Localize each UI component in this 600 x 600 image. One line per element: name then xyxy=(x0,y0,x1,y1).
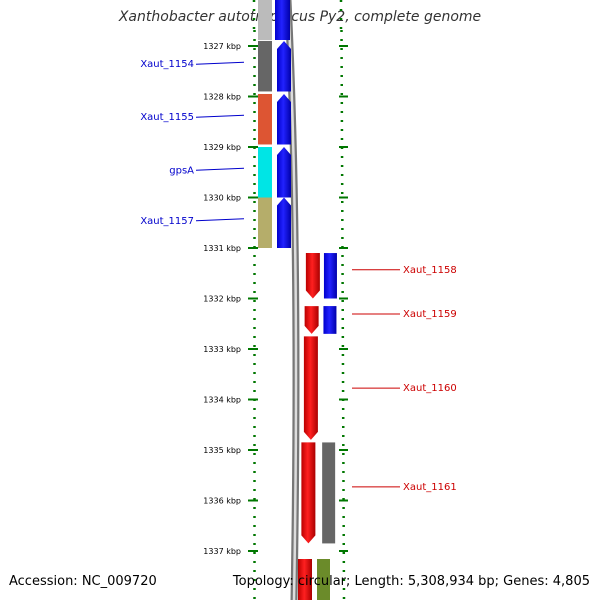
gene-arrow-Xaut_1160 xyxy=(303,336,318,440)
axis-tick-label: 1331 kbp xyxy=(203,244,241,253)
gene-block-Xaut_1154 xyxy=(258,40,272,92)
gene-arrow-Xaut_1159 xyxy=(304,306,319,334)
map-title: Xanthobacter autotrophicus Py2, complete… xyxy=(118,9,482,25)
topology-text: Topology: circular; Length: 5,308,934 bp… xyxy=(232,574,590,589)
strand-block xyxy=(323,253,337,299)
top-grey-block xyxy=(258,0,272,40)
gene-label-Xaut_1157[interactable]: Xaut_1157 xyxy=(140,216,194,227)
gene-label-leader xyxy=(195,167,245,171)
gene-features xyxy=(258,40,337,544)
axis-tick-label: 1328 kbp xyxy=(203,93,241,102)
gene-labels: Xaut_1154 Xaut_1155 gpsA Xaut_1157 Xaut_1158… xyxy=(140,59,456,493)
strand-block xyxy=(322,442,336,544)
strand-arrow-up xyxy=(277,147,291,198)
axis-tick-label: 1333 kbp xyxy=(203,345,241,354)
strand-arrow-up xyxy=(277,93,291,145)
axis-tick-label: 1329 kbp xyxy=(203,143,241,152)
top-blue-block xyxy=(275,0,290,40)
axis-tick-label: 1337 kbp xyxy=(203,547,241,556)
axis-tick-label: 1332 kbp xyxy=(203,295,241,304)
right-dotted-track xyxy=(340,29,346,600)
axis-tick-label: 1335 kbp xyxy=(203,446,241,455)
gene-label-leader xyxy=(195,114,245,118)
gene-arrow-Xaut_1161 xyxy=(301,442,316,544)
axis-ticks: 1327 kbp 1328 kbp 1329 kbp 1330 kbp 1331 kbp… xyxy=(203,42,348,556)
axis-tick-label: 1330 kbp xyxy=(203,194,241,203)
gene-label-leader xyxy=(195,218,245,222)
accession-text: Accession: NC_009720 xyxy=(9,574,157,589)
gene-block-Xaut_1157 xyxy=(258,197,272,248)
bottom-olive-block xyxy=(317,559,330,600)
gene-label-Xaut_1159[interactable]: Xaut_1159 xyxy=(403,309,457,320)
gene-arrow-Xaut_1158 xyxy=(305,253,320,299)
gene-label-Xaut_1154[interactable]: Xaut_1154 xyxy=(140,59,194,70)
strand-block xyxy=(323,306,337,334)
bottom-red-block xyxy=(298,559,312,600)
axis-tick-label: 1334 kbp xyxy=(203,396,241,405)
axis-tick-label: 1336 kbp xyxy=(203,497,241,506)
axis-tick-label: 1327 kbp xyxy=(203,42,241,51)
gene-block-Xaut_1155 xyxy=(258,93,272,145)
gene-label-gpsA[interactable]: gpsA xyxy=(169,165,194,176)
gene-label-Xaut_1161[interactable]: Xaut_1161 xyxy=(403,482,457,493)
strand-arrow-up xyxy=(277,40,291,92)
gene-block-gpsA xyxy=(258,147,272,198)
strand-arrow-up xyxy=(277,197,291,248)
gene-label-Xaut_1158[interactable]: Xaut_1158 xyxy=(403,265,457,276)
gene-label-leader xyxy=(195,61,245,65)
gene-label-Xaut_1160[interactable]: Xaut_1160 xyxy=(403,383,457,394)
gene-label-Xaut_1155[interactable]: Xaut_1155 xyxy=(140,112,194,123)
